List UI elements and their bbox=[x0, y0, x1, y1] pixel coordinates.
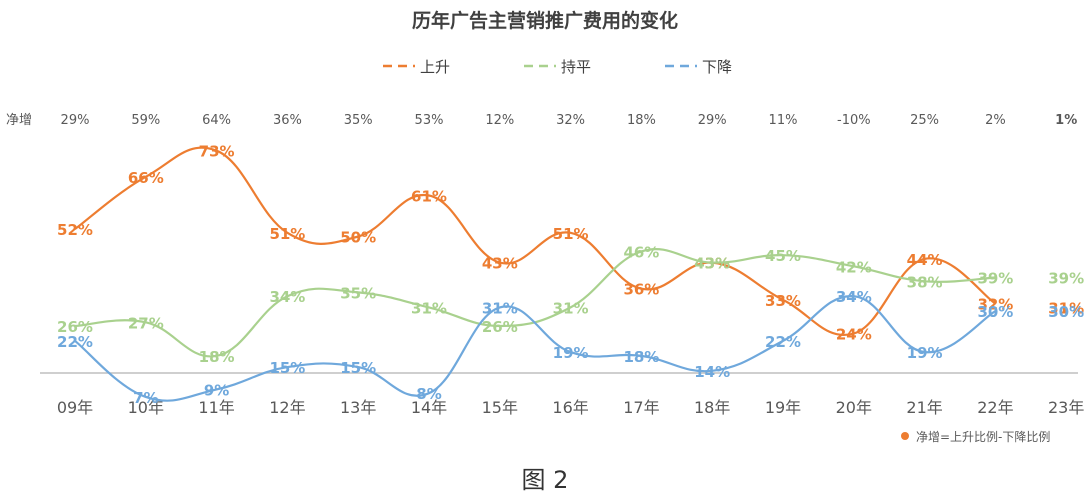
data-label-down-14年: 8% bbox=[416, 385, 441, 403]
net-value-10年: 59% bbox=[131, 113, 160, 128]
data-label-down-09年: 22% bbox=[57, 333, 93, 351]
data-label-down-21年: 19% bbox=[907, 344, 943, 362]
data-label-up-12年: 51% bbox=[269, 225, 305, 243]
data-label-up-21年: 44% bbox=[907, 251, 943, 269]
data-label-up-11年: 73% bbox=[199, 143, 235, 161]
data-label-down-15年: 31% bbox=[482, 299, 518, 317]
net-value-11年: 64% bbox=[202, 113, 231, 128]
data-label-flat-14年: 31% bbox=[411, 299, 447, 317]
x-tick-14年: 14年 bbox=[411, 398, 447, 417]
net-value-18年: 29% bbox=[698, 113, 727, 128]
net-value-19年: 11% bbox=[769, 113, 798, 128]
data-label-flat-12年: 34% bbox=[269, 288, 305, 306]
series-line-flat bbox=[74, 247, 996, 358]
data-label-flat-21年: 38% bbox=[907, 273, 943, 291]
data-label-down-17年: 18% bbox=[623, 348, 659, 366]
data-label-up-23年: 31% bbox=[1048, 299, 1084, 317]
x-tick-20年: 20年 bbox=[836, 398, 872, 417]
data-label-up-09年: 52% bbox=[57, 221, 93, 239]
data-label-down-13年: 15% bbox=[340, 359, 376, 377]
data-label-flat-19年: 45% bbox=[765, 247, 801, 265]
data-label-down-11年: 9% bbox=[204, 381, 229, 399]
x-tick-15年: 15年 bbox=[482, 398, 518, 417]
x-tick-22年: 22年 bbox=[977, 398, 1013, 417]
net-value-23年: 1% bbox=[1055, 113, 1077, 128]
data-label-down-18年: 14% bbox=[694, 363, 730, 381]
data-label-down-22年: 30% bbox=[977, 303, 1013, 321]
net-value-15年: 12% bbox=[485, 113, 514, 128]
net-value-13年: 35% bbox=[344, 113, 373, 128]
data-label-flat-20年: 42% bbox=[836, 258, 872, 276]
chart-title: 历年广告主营销推广费用的变化 bbox=[412, 9, 678, 32]
data-label-flat-13年: 35% bbox=[340, 284, 376, 302]
x-tick-10年: 10年 bbox=[128, 398, 164, 417]
data-label-up-16年: 51% bbox=[553, 225, 589, 243]
data-label-down-19年: 22% bbox=[765, 333, 801, 351]
net-value-20年: -10% bbox=[837, 113, 871, 128]
series-line-up bbox=[74, 146, 997, 337]
x-tick-16年: 16年 bbox=[552, 398, 588, 417]
data-label-down-23年: 30% bbox=[1048, 303, 1084, 321]
footnote-marker bbox=[901, 432, 909, 440]
data-label-down-10年: 7% bbox=[133, 389, 158, 407]
data-label-up-14年: 61% bbox=[411, 187, 447, 205]
data-label-up-19年: 33% bbox=[765, 292, 801, 310]
net-value-21年: 25% bbox=[910, 113, 939, 128]
footnote-text: 净增=上升比例-下降比例 bbox=[916, 430, 1050, 444]
data-label-down-20年: 34% bbox=[836, 288, 872, 306]
data-label-up-15年: 43% bbox=[482, 255, 518, 273]
net-value-16年: 32% bbox=[556, 113, 585, 128]
net-increase-label: 净增 bbox=[6, 113, 32, 128]
legend-label-2: 持平 bbox=[561, 58, 591, 76]
data-label-up-10年: 66% bbox=[128, 169, 164, 187]
data-label-flat-23年: 39% bbox=[1048, 270, 1084, 288]
net-value-14年: 53% bbox=[415, 113, 444, 128]
x-tick-09年: 09年 bbox=[57, 398, 93, 417]
x-tick-21年: 21年 bbox=[906, 398, 942, 417]
x-tick-13年: 13年 bbox=[340, 398, 376, 417]
x-tick-18年: 18年 bbox=[694, 398, 730, 417]
net-value-09年: 29% bbox=[61, 113, 90, 128]
net-value-12年: 36% bbox=[273, 113, 302, 128]
data-label-flat-11年: 18% bbox=[199, 348, 235, 366]
data-label-up-17年: 36% bbox=[623, 281, 659, 299]
x-tick-19年: 19年 bbox=[765, 398, 801, 417]
net-value-22年: 2% bbox=[985, 113, 1006, 128]
x-tick-12年: 12年 bbox=[269, 398, 305, 417]
data-label-up-20年: 24% bbox=[836, 325, 872, 343]
data-label-flat-16年: 31% bbox=[553, 299, 589, 317]
net-value-17年: 18% bbox=[627, 113, 656, 128]
data-label-down-16年: 19% bbox=[553, 344, 589, 362]
x-tick-23年: 23年 bbox=[1048, 398, 1084, 417]
legend-label-1: 上升 bbox=[420, 58, 450, 76]
data-label-flat-17年: 46% bbox=[623, 243, 659, 261]
series-line-down bbox=[74, 295, 996, 402]
data-label-flat-10年: 27% bbox=[128, 314, 164, 332]
x-tick-17年: 17年 bbox=[623, 398, 659, 417]
data-label-up-22年: 32% bbox=[977, 296, 1013, 314]
data-label-up-13年: 50% bbox=[340, 229, 376, 247]
data-label-flat-15年: 26% bbox=[482, 318, 518, 336]
data-label-down-12年: 15% bbox=[269, 359, 305, 377]
x-tick-11年: 11年 bbox=[198, 398, 234, 417]
figure-caption: 图 2 bbox=[521, 466, 569, 494]
data-label-flat-09年: 26% bbox=[57, 318, 93, 336]
data-label-flat-18年: 43% bbox=[694, 255, 730, 273]
data-label-flat-22年: 39% bbox=[977, 270, 1013, 288]
legend-label-3: 下降 bbox=[702, 58, 732, 76]
